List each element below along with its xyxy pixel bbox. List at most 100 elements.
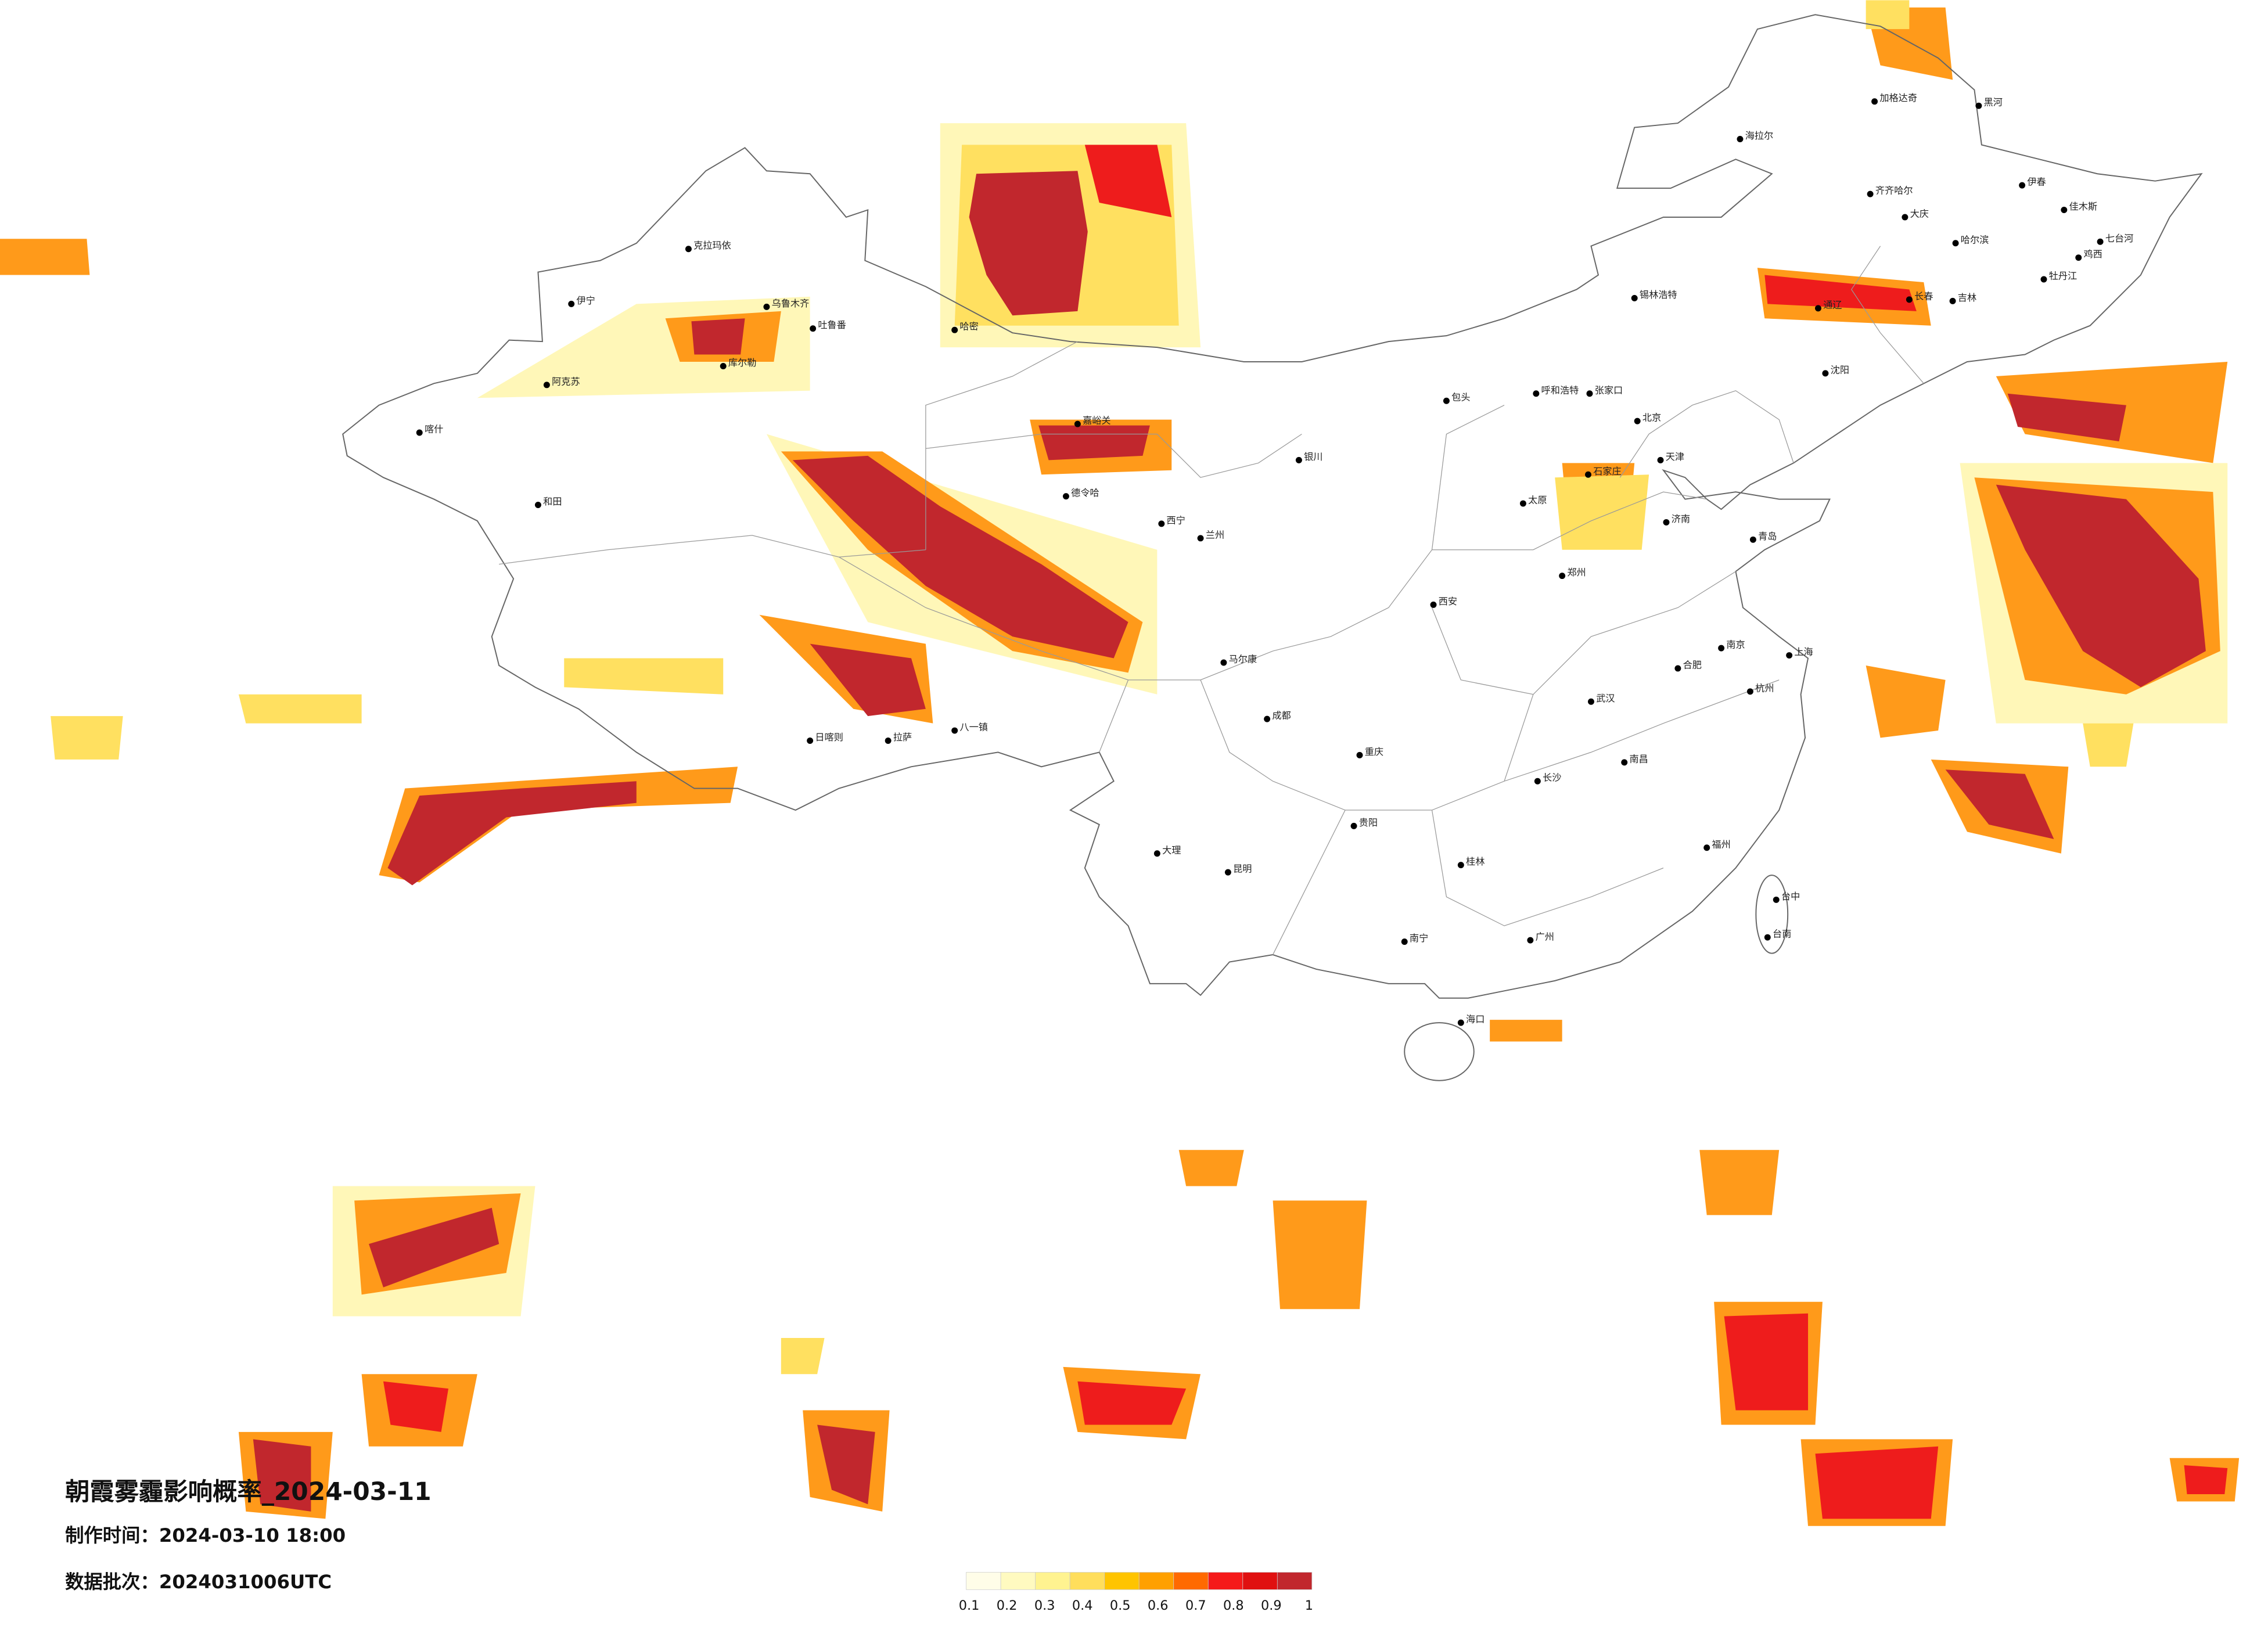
colorbar-cell [1138, 1572, 1174, 1590]
data-batch: 数据批次：2024031006UTC [65, 1571, 332, 1593]
haze-area [1996, 484, 2206, 688]
haze-area [1273, 1200, 1367, 1310]
haze-area [1815, 1446, 1939, 1519]
haze-area [2083, 723, 2134, 767]
city-label: 沈阳 [1831, 364, 1849, 375]
haze-area [1555, 474, 1649, 550]
city-dot [416, 429, 423, 436]
haze-area [51, 716, 123, 760]
city-label: 吐鲁番 [818, 319, 846, 330]
city-dot [1737, 135, 1744, 142]
haze-area [253, 1439, 311, 1512]
city-label: 马尔康 [1229, 654, 1257, 665]
colorbar-tick-label: 0.2 [997, 1598, 1018, 1613]
city-label: 桂林 [1466, 856, 1485, 867]
city-label: 和田 [543, 496, 562, 507]
city-dot [1153, 850, 1160, 857]
haze-area [369, 1207, 499, 1287]
haze-area [1866, 0, 1910, 30]
haze-area [238, 694, 362, 724]
colorbar-cell [1000, 1572, 1036, 1590]
city-label: 兰州 [1206, 529, 1224, 540]
city-dot [1718, 645, 1725, 652]
colorbar-cell [966, 1572, 1001, 1590]
haze-area [969, 171, 1088, 316]
city-dot [543, 382, 550, 388]
city-label: 南宁 [1410, 933, 1428, 944]
city-label: 包头 [1451, 392, 1470, 403]
haze-area [564, 658, 724, 695]
city-label: 石家庄 [1593, 466, 1622, 477]
city-label: 昆明 [1233, 864, 1252, 875]
city-label: 哈密 [959, 321, 978, 332]
city-label: 西安 [1439, 596, 1457, 607]
city-label: 黑河 [1984, 97, 2003, 108]
colorbar-tick-label: 0.4 [1072, 1598, 1093, 1613]
colorbar-cell [1104, 1572, 1140, 1590]
city-label: 嘉峪关 [1083, 415, 1111, 426]
city-dot [1264, 715, 1271, 722]
city-dot [2075, 254, 2082, 261]
city-dot [1519, 500, 1526, 507]
city-dot [1631, 294, 1638, 301]
colorbar-cell [1035, 1572, 1070, 1590]
city-dot [1975, 102, 1982, 109]
city-dot [1822, 370, 1829, 377]
city-dot [720, 362, 727, 369]
city-dot [1074, 420, 1081, 427]
country-outline [342, 14, 2203, 999]
city-dot [807, 737, 814, 744]
city-label: 青岛 [1758, 531, 1777, 542]
haze-area [810, 643, 926, 717]
haze-area [2007, 393, 2126, 441]
city-label: 太原 [1528, 495, 1547, 506]
city-label: 张家口 [1595, 384, 1623, 395]
city-label: 天津 [1666, 451, 1684, 462]
city-dot [1786, 652, 1793, 659]
city-label: 海拉尔 [1745, 130, 1774, 141]
city-dot [1430, 601, 1437, 608]
city-dot [1197, 535, 1204, 542]
city-label: 七台河 [2105, 233, 2134, 244]
city-dot [1527, 937, 1534, 944]
city-label: 大庆 [1910, 208, 1929, 219]
city-label: 大理 [1162, 844, 1181, 855]
city-label: 合肥 [1683, 659, 1702, 670]
city-label: 长春 [1914, 290, 1933, 301]
city-label: 广州 [1536, 931, 1554, 942]
city-dot [568, 300, 575, 307]
city-dot [2019, 182, 2026, 189]
city-dot [1871, 98, 1878, 105]
city-dot [810, 325, 817, 332]
city-dot [1634, 418, 1641, 425]
city-label: 哈尔滨 [1961, 234, 1989, 245]
city-dot [1674, 665, 1681, 672]
city-label: 南京 [1726, 639, 1745, 650]
city-label: 台中 [1781, 891, 1800, 902]
city-dot [1657, 456, 1664, 463]
city-dot [1586, 390, 1593, 397]
city-dot [951, 326, 958, 333]
colorbar-tick-label: 0.6 [1148, 1598, 1169, 1613]
city-dot [1952, 240, 1959, 247]
haze-area [1945, 769, 2054, 839]
city-label: 鸡西 [2083, 249, 2102, 260]
colorbar-tick-label: 0.9 [1261, 1598, 1282, 1613]
city-dot [1350, 822, 1357, 829]
city-label: 日喀则 [815, 732, 843, 743]
colorbar-tick-label: 0.1 [959, 1598, 980, 1613]
city-dot [685, 246, 692, 253]
colorbar-cell [1173, 1572, 1209, 1590]
city-label: 伊宁 [576, 295, 595, 306]
city-label: 海口 [1466, 1014, 1485, 1025]
colorbar: 0.1 0.2 0.3 0.4 0.5 0.6 0.7 0.8 0.9 1 [959, 1572, 1313, 1613]
city-dot [1949, 297, 1956, 304]
city-dot [1587, 698, 1594, 705]
city-dot [1764, 934, 1771, 941]
city-label: 库尔勒 [728, 357, 757, 368]
taiwan [1755, 875, 1789, 954]
colorbar-cell [1069, 1572, 1105, 1590]
haze-area [1077, 1381, 1187, 1425]
city-dot [1457, 1019, 1464, 1026]
